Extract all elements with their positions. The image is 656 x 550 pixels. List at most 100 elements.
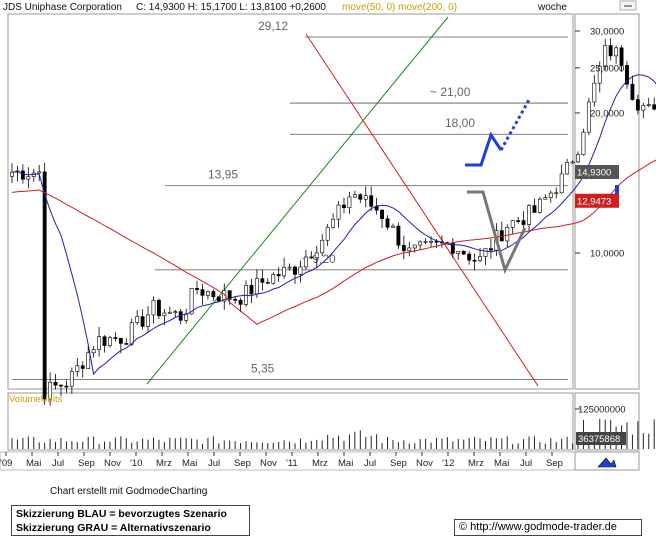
candle-body — [249, 284, 254, 295]
candle-body — [314, 252, 319, 259]
x-tick-label: Sep — [546, 458, 563, 469]
x-tick-label: Sep — [78, 458, 95, 469]
ma50-line — [11, 74, 656, 376]
ma-legend: move(50, 0) move(200, 0) — [342, 2, 457, 13]
candle-body — [303, 256, 308, 268]
candle-body — [48, 381, 53, 400]
candle-body — [581, 131, 586, 155]
candle-body — [276, 274, 281, 277]
candle-body — [461, 250, 466, 255]
candle-body — [10, 171, 14, 177]
candle-body — [347, 196, 352, 209]
candle-body — [423, 241, 428, 243]
scenario-blue-path — [465, 131, 503, 167]
candle-body — [586, 101, 591, 133]
candle-body — [265, 282, 270, 284]
x-tick-label: '09 — [0, 458, 12, 469]
candle-body — [108, 337, 112, 346]
ma200-badge — [575, 193, 619, 208]
legend-blue: Skizzierung BLAU = bevorzugtes Szenario — [16, 508, 227, 520]
candle-body — [516, 220, 521, 222]
legend-gray: Skizzierung GRAU = Alternativszenario — [16, 522, 211, 534]
candle-body — [233, 298, 238, 301]
x-tick-label: '10 — [130, 458, 142, 469]
candle-body — [42, 171, 47, 400]
candle-body — [325, 226, 330, 241]
y-tick-label: 25,0000 — [590, 63, 624, 74]
candle-body — [456, 250, 461, 254]
scenario-gray-path — [467, 190, 527, 275]
volume-last-label: 36375868 — [578, 434, 620, 445]
candle-body — [282, 267, 287, 277]
level-label: 29,12 — [258, 19, 288, 33]
candle-body — [597, 66, 602, 84]
candle-body — [391, 225, 395, 228]
x-tick-label: Mai — [26, 458, 41, 469]
candle-body — [331, 218, 336, 228]
candle-body — [488, 248, 493, 251]
candle-body — [483, 248, 488, 257]
x-tick-label: Nov — [104, 458, 121, 469]
candle-body — [521, 220, 526, 225]
candle-body — [205, 291, 210, 296]
candle-body — [363, 195, 368, 200]
candle-body — [407, 247, 412, 252]
candle-body — [86, 352, 91, 369]
x-tick-label: Mai — [494, 458, 509, 469]
candle-body — [592, 82, 597, 103]
candle-body — [358, 194, 363, 200]
candle-body — [211, 291, 216, 298]
candle-body — [75, 365, 80, 372]
candle-body — [646, 104, 651, 107]
y-tick-label: 20,0000 — [590, 108, 624, 119]
x-tick-label: Jul — [52, 458, 64, 469]
copyright-icon: © — [459, 521, 468, 533]
candle-body — [548, 192, 553, 198]
candle-body — [189, 288, 194, 315]
candle-body — [412, 244, 417, 249]
url-text: http://www.godmode-trader.de — [470, 521, 617, 533]
logo-icon — [597, 457, 617, 468]
candle-body — [146, 314, 150, 327]
candle-body — [505, 227, 510, 242]
candle-body — [80, 365, 85, 369]
candle-body — [635, 99, 640, 111]
uptrend-line — [146, 16, 449, 385]
source-url[interactable]: © http://www.godmode-trader.de — [454, 519, 642, 536]
candle-body — [124, 343, 129, 345]
candle-body — [467, 253, 472, 261]
candle-body — [167, 311, 172, 314]
candle-body — [157, 300, 161, 317]
candle-body — [151, 300, 156, 316]
volume-panel — [7, 392, 574, 451]
y-tick-label: 30,0000 — [590, 27, 624, 38]
level-label: 18,00 — [445, 116, 475, 130]
candle-body — [369, 195, 374, 207]
candle-body — [478, 256, 482, 261]
candle-body — [401, 245, 406, 252]
candle-body — [254, 278, 259, 295]
y-tick-label: 10,0000 — [590, 249, 624, 260]
candle-body — [271, 274, 276, 284]
x-tick-label: Mai — [338, 458, 353, 469]
candle-body — [396, 225, 401, 246]
candle-body — [135, 316, 140, 323]
candle-body — [472, 259, 477, 262]
x-tick-label: Nov — [416, 458, 433, 469]
candle-body — [20, 170, 25, 180]
quote-values: C: 14,9300 H: 15,1700 L: 13,8100 +0,2600 — [136, 2, 326, 13]
candle-body — [625, 65, 629, 85]
candle-body — [434, 240, 439, 243]
candle-body — [69, 371, 74, 387]
x-tick-label: Mai — [182, 458, 197, 469]
x-tick-label: Mrz — [468, 458, 484, 469]
x-tick-label: Jul — [520, 458, 532, 469]
x-tick-label: Mrz — [312, 458, 328, 469]
scenario-legend: Skizzierung BLAU = bevorzugtes Szenario … — [11, 505, 250, 536]
candle-body — [53, 381, 58, 386]
candle-body — [429, 240, 433, 243]
candle-body — [287, 266, 292, 269]
candle-body — [527, 205, 531, 225]
ma200-line — [11, 159, 656, 325]
